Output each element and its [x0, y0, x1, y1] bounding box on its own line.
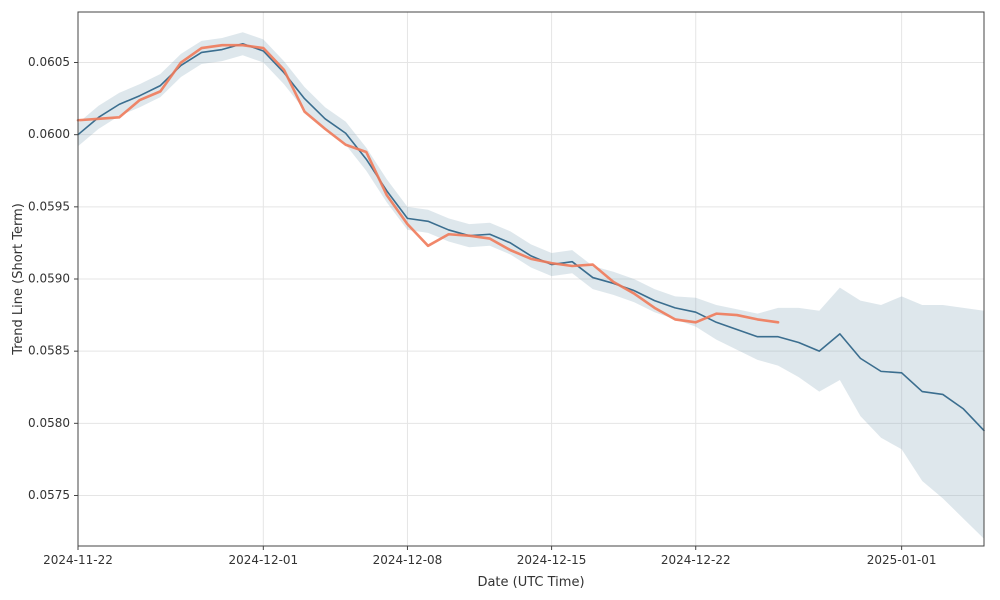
svg-text:2024-12-22: 2024-12-22 [661, 553, 731, 567]
svg-text:0.0575: 0.0575 [28, 488, 70, 502]
svg-text:2024-12-15: 2024-12-15 [517, 553, 587, 567]
svg-text:0.0585: 0.0585 [28, 344, 70, 358]
svg-text:0.0600: 0.0600 [28, 127, 70, 141]
x-axis-label: Date (UTC Time) [477, 575, 584, 590]
svg-text:0.0590: 0.0590 [28, 272, 70, 286]
chart-svg: 0.0575 0.0580 0.0585 0.0590 0.0595 0.0600 0.06… [0, 0, 1000, 600]
svg-text:0.0580: 0.0580 [28, 416, 70, 430]
y-axis-label: Trend Line (Short Term) [11, 203, 26, 356]
trend-chart: 0.0575 0.0580 0.0585 0.0590 0.0595 0.0600 0.06… [0, 0, 1000, 600]
svg-text:0.0595: 0.0595 [28, 199, 70, 213]
svg-text:2024-12-01: 2024-12-01 [228, 553, 298, 567]
svg-text:2024-11-22: 2024-11-22 [43, 553, 113, 567]
svg-text:2025-01-01: 2025-01-01 [867, 553, 937, 567]
svg-text:0.0605: 0.0605 [28, 55, 70, 69]
svg-text:2024-12-08: 2024-12-08 [373, 553, 443, 567]
